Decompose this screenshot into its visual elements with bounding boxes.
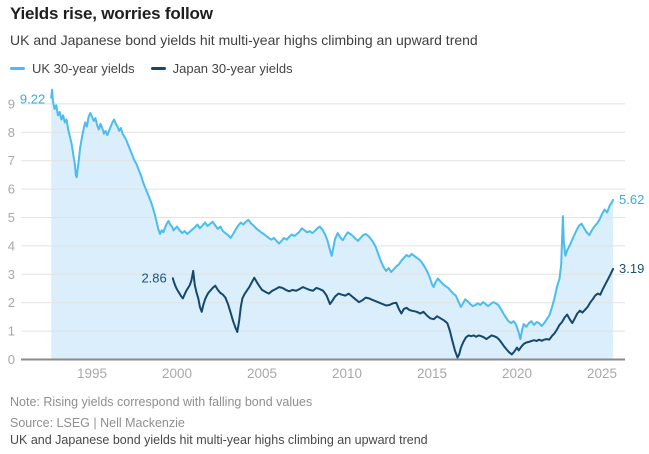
legend: UK 30-year yields Japan 30-year yields	[10, 61, 293, 76]
y-tick-label: 5	[8, 210, 15, 225]
chart-source: Source: LSEG | Nell Mackenzie	[10, 416, 185, 430]
legend-swatch	[150, 67, 166, 70]
legend-item-japan: Japan 30-year yields	[150, 61, 293, 76]
chart-title: Yields rise, worries follow	[10, 4, 213, 23]
y-tick-label: 0	[8, 352, 15, 367]
y-tick-label: 7	[8, 153, 15, 168]
y-tick-label: 1	[8, 324, 15, 339]
x-tick-label: 1995	[77, 366, 107, 381]
x-tick-label: 2000	[162, 366, 192, 381]
chart-subtitle: UK and Japanese bond yields hit multi-ye…	[10, 32, 478, 48]
japan-start-value-label: 2.86	[141, 270, 166, 285]
x-tick-label: 2005	[247, 366, 277, 381]
x-tick-label: 2015	[417, 366, 447, 381]
legend-label: UK 30-year yields	[32, 61, 135, 76]
legend-swatch	[10, 67, 25, 70]
y-tick-label: 2	[8, 295, 15, 310]
chart-note: Note: Rising yields correspond with fall…	[10, 395, 313, 409]
japan-end-value-label: 3.19	[619, 261, 644, 276]
y-tick-label: 4	[8, 238, 15, 253]
y-tick-label: 9	[8, 96, 15, 111]
uk-start-value-label: 9.22	[20, 92, 45, 107]
legend-label: Japan 30-year yields	[172, 61, 293, 76]
uk-end-value-label: 5.62	[619, 192, 644, 207]
y-tick-label: 6	[8, 182, 15, 197]
uk-line	[50, 88, 615, 341]
x-tick-label: 2025	[587, 366, 617, 381]
y-tick-label: 3	[8, 267, 15, 282]
legend-item-uk: UK 30-year yields	[10, 61, 135, 76]
japan-line	[171, 267, 615, 359]
x-tick-label: 2010	[332, 366, 362, 381]
chart-caption: UK and Japanese bond yields hit multi-ye…	[10, 433, 428, 447]
y-tick-label: 8	[8, 125, 15, 140]
uk-area-fill	[51, 89, 614, 360]
x-tick-label: 2020	[502, 366, 532, 381]
